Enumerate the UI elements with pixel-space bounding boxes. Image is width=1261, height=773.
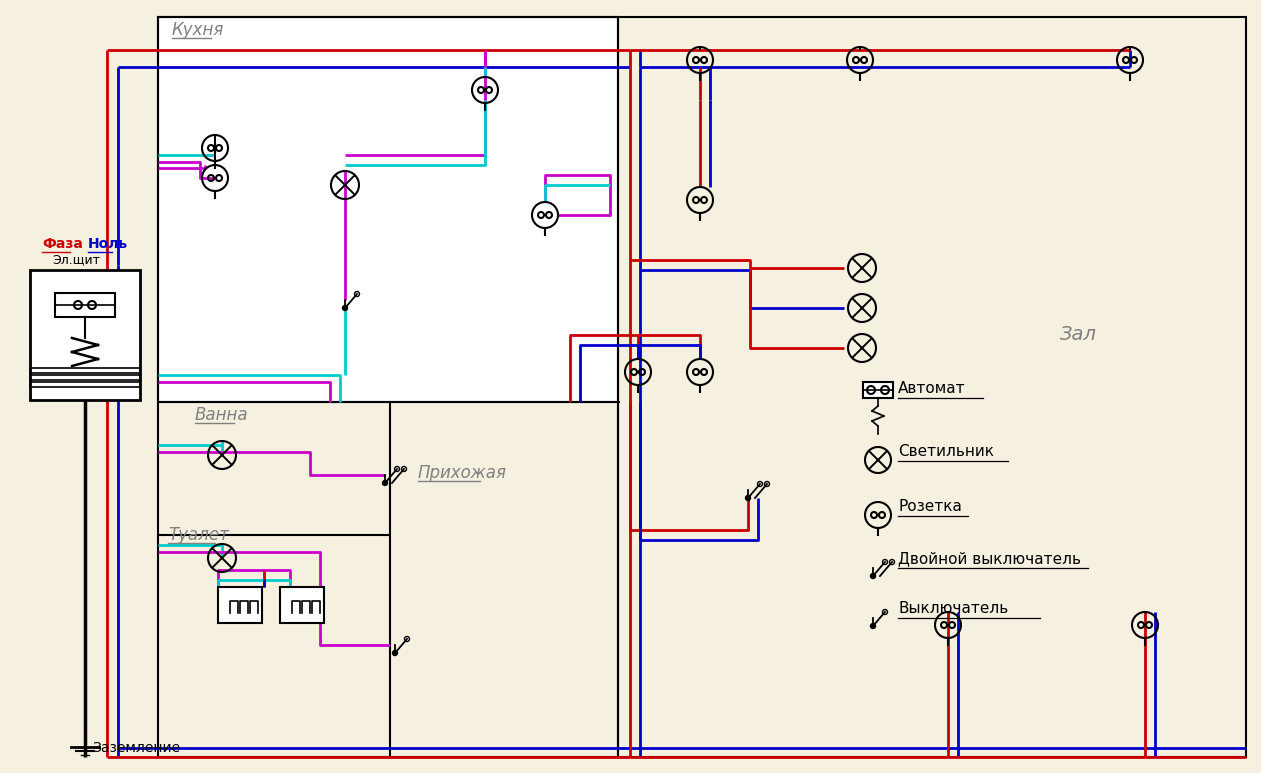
Bar — [158, 17, 618, 402]
Text: Двойной выключатель: Двойной выключатель — [898, 551, 1081, 566]
Text: Светильник: Светильник — [898, 444, 994, 459]
Bar — [55, 293, 115, 317]
Bar — [280, 587, 324, 623]
Bar — [863, 382, 893, 398]
Text: Фаза: Фаза — [42, 237, 83, 251]
Bar — [618, 17, 1246, 402]
Bar — [158, 402, 1246, 757]
Text: Автомат: Автомат — [898, 381, 966, 396]
Text: Ноль: Ноль — [88, 237, 129, 251]
Text: Эл.щит: Эл.щит — [52, 253, 100, 266]
Circle shape — [745, 495, 750, 500]
Bar — [30, 375, 140, 380]
Bar — [218, 587, 262, 623]
Text: Зал: Зал — [1061, 325, 1097, 344]
Bar — [158, 17, 618, 402]
Text: Выключатель: Выключатель — [898, 601, 1009, 616]
Bar — [158, 17, 1246, 757]
Text: Розетка: Розетка — [898, 499, 962, 514]
Text: Ванна: Ванна — [195, 406, 248, 424]
Bar — [30, 270, 140, 400]
Circle shape — [382, 481, 387, 485]
Text: Кухня: Кухня — [171, 21, 224, 39]
Bar — [30, 382, 140, 387]
Text: Прихожая: Прихожая — [417, 464, 507, 482]
Bar — [30, 368, 140, 373]
Text: Заземление: Заземление — [92, 741, 180, 755]
Circle shape — [870, 574, 875, 578]
Circle shape — [392, 651, 397, 656]
Circle shape — [343, 305, 348, 311]
Text: Туалет: Туалет — [168, 526, 228, 544]
Circle shape — [870, 624, 875, 628]
